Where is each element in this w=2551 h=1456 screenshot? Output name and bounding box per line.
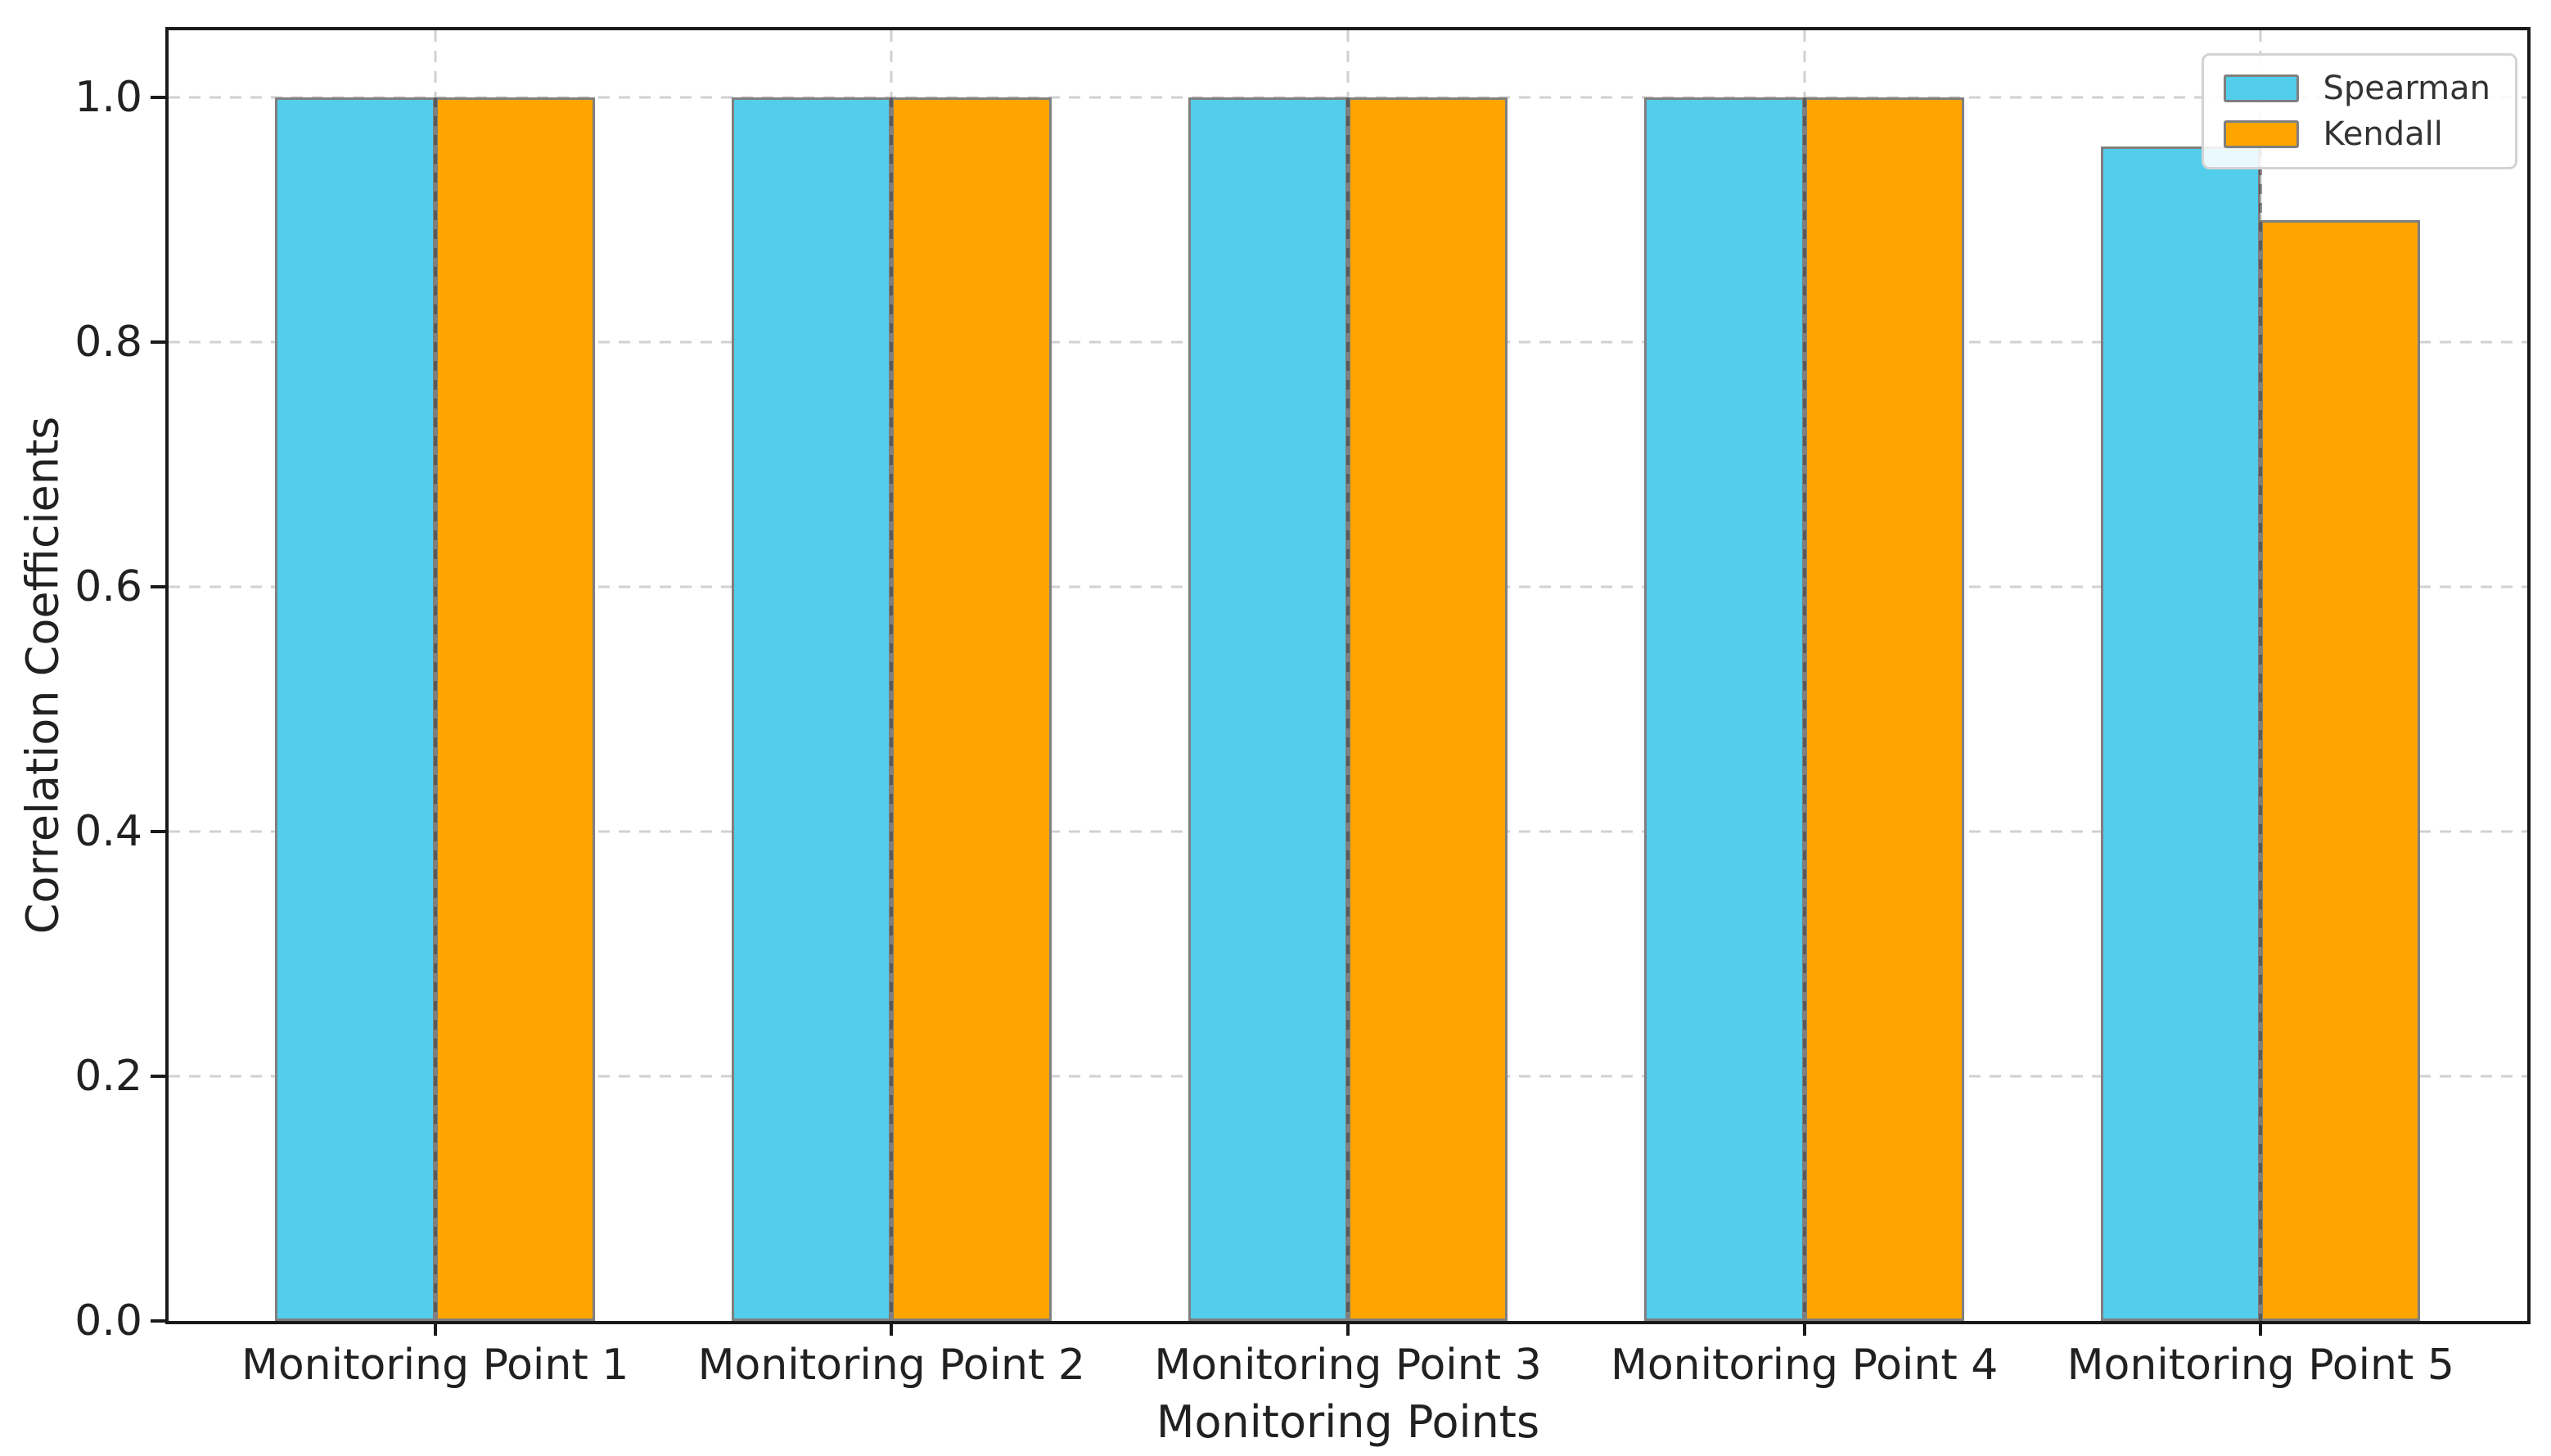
x-tick-mark	[890, 1324, 894, 1336]
bar-spearman-1	[275, 97, 435, 1321]
x-tick-label: Monitoring Point 1	[241, 1341, 629, 1390]
bar-spearman-5	[2101, 147, 2261, 1321]
y-tick-mark	[151, 1075, 165, 1079]
y-tick-mark	[151, 340, 165, 345]
y-tick-label: 0.6	[74, 562, 142, 612]
x-tick-label: Monitoring Point 3	[1154, 1341, 1542, 1390]
bar-spearman-4	[1644, 97, 1805, 1321]
y-tick-label: 0.4	[74, 807, 142, 857]
y-tick-label: 0.2	[74, 1052, 142, 1102]
y-tick-mark	[151, 96, 165, 100]
bar-pair-divider	[1802, 97, 1806, 1321]
x-tick-label: Monitoring Point 5	[2066, 1341, 2454, 1390]
y-tick-mark	[151, 830, 165, 834]
legend-swatch-spearman	[2223, 74, 2299, 102]
x-tick-label: Monitoring Point 2	[697, 1341, 1085, 1390]
legend-item-kendall: Kendall	[2223, 115, 2490, 153]
bar-pair-divider	[2259, 147, 2263, 1321]
plot-area: Monitoring Points Spearman Kendall 0.0 0.2…	[74, 27, 2531, 1448]
bar-pair-divider	[890, 97, 894, 1321]
y-axis-label: Correlation Coefficients	[16, 416, 69, 935]
bar-kendall-2	[891, 97, 1052, 1321]
bar-kendall-5	[2260, 219, 2421, 1321]
legend: Spearman Kendall	[2201, 53, 2517, 169]
legend-item-spearman: Spearman	[2223, 70, 2490, 107]
x-tick-label: Monitoring Point 4	[1610, 1341, 1999, 1390]
bar-spearman-3	[1188, 97, 1348, 1321]
y-tick-label: 0.0	[74, 1296, 142, 1346]
bar-pair-divider	[1346, 97, 1350, 1321]
y-tick-label: 0.8	[74, 318, 142, 367]
y-tick-label: 1.0	[74, 73, 142, 123]
bar-spearman-2	[732, 97, 892, 1321]
x-tick-mark	[2259, 1324, 2263, 1336]
legend-label: Kendall	[2323, 115, 2443, 153]
bar-kendall-3	[1348, 97, 1508, 1321]
bar-kendall-1	[435, 97, 595, 1321]
x-tick-mark	[433, 1324, 437, 1336]
legend-label: Spearman	[2323, 70, 2490, 107]
bar-kendall-4	[1804, 97, 1964, 1321]
y-tick-mark	[151, 585, 165, 589]
x-tick-mark	[1802, 1324, 1806, 1336]
x-tick-mark	[1346, 1324, 1350, 1336]
y-tick-mark	[151, 1319, 165, 1323]
bar-pair-divider	[433, 97, 437, 1321]
legend-swatch-kendall	[2223, 120, 2299, 148]
x-axis-label: Monitoring Points	[1156, 1396, 1540, 1448]
